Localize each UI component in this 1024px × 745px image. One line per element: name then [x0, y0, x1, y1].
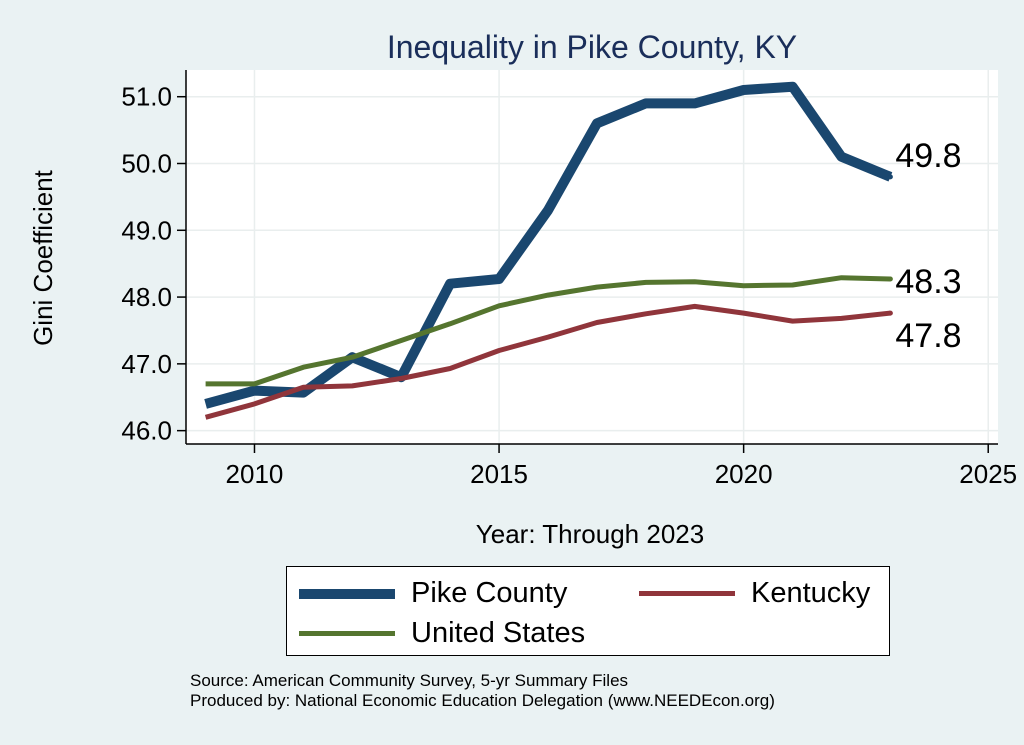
x-axis-ticks: 2010 2015 2020 2025: [226, 444, 1017, 489]
legend-label: Kentucky: [751, 577, 871, 609]
y-tick-label: 47.0: [121, 349, 172, 379]
y-axis-ticks: 46.0 47.0 48.0 49.0 50.0 51.0: [121, 82, 186, 446]
x-axis-label: Year: Through 2023: [476, 519, 704, 549]
end-label-pike-county: 49.8: [895, 137, 961, 175]
y-tick-label: 48.0: [121, 282, 172, 312]
legend: Pike County Kentucky United States: [286, 566, 890, 656]
end-label-kentucky: 47.8: [895, 317, 961, 355]
y-tick-label: 51.0: [121, 82, 172, 112]
source-note: Source: American Community Survey, 5-yr …: [190, 671, 775, 711]
legend-label: United States: [411, 617, 586, 649]
chart-title: Inequality in Pike County, KY: [387, 29, 797, 65]
legend-label: Pike County: [411, 577, 568, 609]
y-tick-label: 46.0: [121, 416, 172, 446]
series-line-united-states: [205, 275, 891, 387]
end-point-pike-county: [887, 174, 893, 180]
end-label-united-states: 48.3: [895, 263, 961, 301]
legend-item-kentucky: Kentucky: [639, 577, 870, 610]
series-line-kentucky: [204, 303, 891, 420]
x-tick-label: 2020: [715, 459, 773, 489]
series-line-pike-county: [204, 81, 893, 409]
series-lines: [204, 81, 893, 420]
legend-swatch: [299, 588, 395, 599]
x-tick-label: 2025: [959, 459, 1017, 489]
producer-line: Produced by: National Economic Education…: [190, 691, 775, 710]
legend-swatch: [299, 631, 395, 636]
legend-item-pike-county: Pike County: [299, 577, 567, 610]
grid-lines: [186, 70, 998, 444]
x-tick-label: 2010: [226, 459, 284, 489]
end-labels: 49.8 48.3 47.8: [895, 137, 961, 355]
source-line: Source: American Community Survey, 5-yr …: [190, 671, 629, 690]
legend-item-united-states: United States: [299, 617, 585, 650]
y-axis-label: Gini Coefficient: [28, 169, 58, 346]
x-tick-label: 2015: [470, 459, 528, 489]
end-point-united-states: [887, 276, 893, 282]
end-point-kentucky: [887, 310, 893, 316]
y-tick-label: 49.0: [121, 215, 172, 245]
y-tick-label: 50.0: [121, 149, 172, 179]
legend-swatch: [639, 591, 735, 596]
